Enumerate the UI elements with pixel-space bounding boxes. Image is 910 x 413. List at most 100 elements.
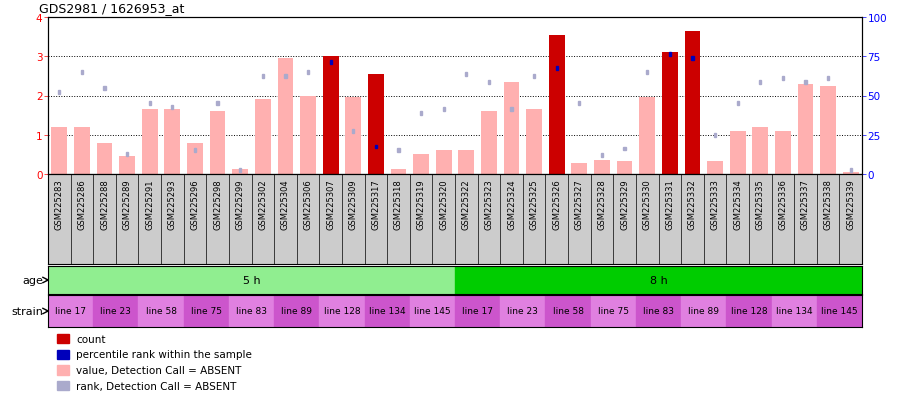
Bar xyxy=(410,295,455,327)
Text: GSM225289: GSM225289 xyxy=(123,179,132,230)
Text: GSM225317: GSM225317 xyxy=(371,179,380,230)
Text: GSM225298: GSM225298 xyxy=(213,179,222,230)
Text: 5 h: 5 h xyxy=(243,275,260,285)
Bar xyxy=(820,86,836,175)
Text: line 58: line 58 xyxy=(146,307,177,316)
Bar xyxy=(511,108,512,112)
Text: GSM225299: GSM225299 xyxy=(236,179,245,230)
Text: age: age xyxy=(23,275,44,285)
Text: rank, Detection Call = ABSENT: rank, Detection Call = ABSENT xyxy=(76,381,237,391)
Bar xyxy=(148,102,151,106)
Bar xyxy=(759,81,762,85)
Text: GSM225304: GSM225304 xyxy=(281,179,290,230)
Text: GSM225330: GSM225330 xyxy=(642,179,652,230)
Bar xyxy=(526,110,542,175)
Bar xyxy=(692,57,693,61)
Bar xyxy=(184,295,229,327)
Text: line 75: line 75 xyxy=(598,307,629,316)
Bar xyxy=(707,162,723,175)
Text: 8 h: 8 h xyxy=(650,275,667,285)
Text: GSM225336: GSM225336 xyxy=(778,179,787,230)
Bar xyxy=(104,86,106,90)
Bar xyxy=(817,295,862,327)
Text: GSM225293: GSM225293 xyxy=(167,179,177,230)
Bar xyxy=(714,133,716,138)
Bar xyxy=(345,98,361,175)
Text: GSM225327: GSM225327 xyxy=(575,179,584,230)
Text: GSM225331: GSM225331 xyxy=(665,179,674,230)
Bar xyxy=(488,81,490,85)
Text: GSM225333: GSM225333 xyxy=(711,179,720,230)
Bar xyxy=(782,77,784,81)
Bar xyxy=(545,295,591,327)
Text: GSM225291: GSM225291 xyxy=(146,179,155,230)
Bar xyxy=(753,128,768,175)
Text: line 23: line 23 xyxy=(100,307,131,316)
Text: GSM225283: GSM225283 xyxy=(55,179,64,230)
Bar xyxy=(48,266,455,294)
Text: line 17: line 17 xyxy=(56,307,86,316)
Bar xyxy=(319,295,365,327)
Text: GSM225323: GSM225323 xyxy=(484,179,493,230)
Text: line 83: line 83 xyxy=(236,307,267,316)
Bar xyxy=(368,75,384,175)
Bar xyxy=(640,98,655,175)
Bar xyxy=(48,295,93,327)
Bar xyxy=(81,71,83,75)
Bar xyxy=(232,170,248,175)
Bar xyxy=(375,145,377,149)
Bar xyxy=(413,155,429,175)
Text: GSM225324: GSM225324 xyxy=(507,179,516,230)
Bar xyxy=(436,151,451,175)
Text: GSM225332: GSM225332 xyxy=(688,179,697,230)
Text: line 17: line 17 xyxy=(462,307,493,316)
Bar xyxy=(390,170,407,175)
Bar xyxy=(594,161,610,175)
Bar xyxy=(138,295,184,327)
Bar xyxy=(481,112,497,175)
Text: GSM225296: GSM225296 xyxy=(190,179,199,230)
Bar xyxy=(646,71,648,75)
Bar xyxy=(636,295,681,327)
Bar xyxy=(775,131,791,175)
Text: GSM225339: GSM225339 xyxy=(846,179,855,230)
Text: line 128: line 128 xyxy=(324,307,360,316)
Text: GSM225335: GSM225335 xyxy=(755,179,764,230)
Bar xyxy=(556,67,558,71)
Text: line 89: line 89 xyxy=(281,307,312,316)
Bar xyxy=(300,96,316,175)
Text: GSM225319: GSM225319 xyxy=(417,179,426,230)
Bar xyxy=(229,295,274,327)
Text: line 83: line 83 xyxy=(643,307,674,316)
Bar xyxy=(323,57,339,175)
Text: line 145: line 145 xyxy=(821,307,858,316)
Text: line 128: line 128 xyxy=(731,307,767,316)
Bar xyxy=(284,75,287,78)
Bar xyxy=(591,295,636,327)
Text: GSM225320: GSM225320 xyxy=(440,179,449,230)
Text: strain: strain xyxy=(12,306,44,316)
Bar xyxy=(329,61,332,65)
Bar xyxy=(533,75,535,78)
Text: line 89: line 89 xyxy=(688,307,719,316)
Bar xyxy=(239,169,241,173)
Bar xyxy=(194,149,196,153)
Text: count: count xyxy=(76,334,106,344)
Bar xyxy=(58,90,60,94)
Bar xyxy=(119,157,135,175)
Bar xyxy=(571,164,587,175)
Bar xyxy=(255,100,270,175)
Text: GSM225328: GSM225328 xyxy=(598,179,606,230)
Bar xyxy=(804,81,806,85)
Bar xyxy=(455,266,862,294)
Text: GSM225306: GSM225306 xyxy=(304,179,312,230)
Text: GSM225334: GSM225334 xyxy=(733,179,743,230)
Bar xyxy=(726,295,772,327)
Text: line 134: line 134 xyxy=(369,307,406,316)
Bar xyxy=(623,147,626,151)
Bar xyxy=(187,143,203,175)
Bar xyxy=(398,149,399,153)
Bar xyxy=(459,151,474,175)
Bar xyxy=(501,295,545,327)
Bar xyxy=(307,71,309,75)
